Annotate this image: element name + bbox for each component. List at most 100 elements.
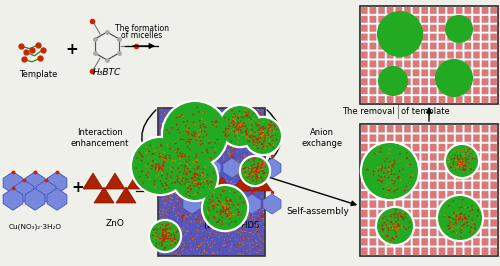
FancyBboxPatch shape — [482, 52, 488, 59]
Point — [198, 151, 205, 155]
Point — [230, 123, 237, 127]
Point — [159, 133, 167, 137]
Point — [216, 170, 224, 174]
FancyBboxPatch shape — [404, 78, 411, 85]
Point — [459, 166, 467, 170]
Point — [450, 158, 458, 162]
Point — [167, 249, 175, 253]
Point — [227, 204, 235, 208]
Point — [193, 105, 201, 109]
Point — [259, 131, 267, 135]
Point — [152, 244, 160, 248]
Point — [157, 189, 165, 193]
Point — [168, 169, 175, 173]
Point — [392, 235, 400, 239]
Point — [389, 179, 397, 184]
Point — [220, 207, 228, 211]
FancyBboxPatch shape — [473, 191, 480, 198]
Point — [191, 130, 199, 134]
FancyBboxPatch shape — [456, 163, 462, 170]
Point — [221, 206, 229, 211]
Point — [258, 176, 266, 180]
Point — [247, 199, 255, 203]
Point — [157, 163, 165, 168]
Point — [231, 243, 239, 247]
Point — [226, 123, 234, 128]
Point — [221, 211, 229, 215]
Point — [213, 135, 221, 139]
Point — [192, 216, 200, 221]
Point — [210, 240, 218, 245]
Point — [242, 223, 250, 227]
Point — [212, 214, 220, 218]
Point — [194, 158, 202, 162]
FancyBboxPatch shape — [482, 125, 488, 132]
Point — [231, 114, 239, 118]
Point — [456, 218, 464, 222]
Point — [142, 163, 150, 167]
Point — [388, 165, 396, 169]
Point — [194, 143, 202, 147]
Point — [199, 124, 207, 128]
FancyBboxPatch shape — [490, 153, 497, 161]
Point — [247, 132, 255, 136]
Point — [460, 159, 468, 163]
Point — [387, 220, 395, 225]
Point — [178, 146, 186, 150]
Point — [164, 231, 172, 235]
Point — [388, 178, 396, 182]
Point — [254, 223, 262, 227]
Point — [401, 188, 409, 193]
Point — [235, 140, 243, 144]
Point — [241, 252, 249, 256]
Point — [187, 186, 195, 191]
Point — [244, 213, 252, 217]
Point — [232, 114, 239, 118]
Point — [232, 131, 239, 135]
Point — [197, 224, 205, 228]
Point — [256, 146, 264, 150]
Point — [266, 142, 274, 146]
Point — [193, 247, 201, 251]
Point — [228, 196, 236, 200]
Point — [199, 177, 207, 181]
FancyBboxPatch shape — [490, 210, 497, 217]
FancyBboxPatch shape — [490, 7, 497, 14]
Point — [264, 124, 272, 128]
Point — [176, 253, 184, 257]
Point — [247, 223, 255, 227]
Point — [255, 135, 263, 140]
Point — [246, 195, 254, 199]
Point — [229, 174, 237, 178]
Point — [197, 139, 205, 143]
Point — [219, 186, 227, 190]
Point — [204, 206, 212, 210]
Point — [160, 158, 168, 162]
Point — [247, 138, 255, 143]
Point — [260, 136, 268, 140]
Point — [170, 243, 177, 248]
Text: H₃BTC: H₃BTC — [93, 68, 121, 77]
Point — [200, 199, 207, 203]
Point — [195, 183, 203, 188]
Point — [252, 230, 260, 234]
Point — [200, 219, 208, 223]
Point — [183, 171, 191, 175]
Point — [459, 151, 467, 156]
Circle shape — [446, 145, 478, 177]
Point — [465, 147, 473, 151]
Point — [214, 112, 222, 116]
Point — [242, 161, 250, 165]
Point — [191, 192, 199, 197]
Point — [200, 154, 208, 158]
FancyBboxPatch shape — [361, 229, 368, 236]
Point — [236, 232, 244, 236]
Point — [244, 208, 252, 213]
Point — [156, 116, 164, 120]
Point — [183, 223, 191, 227]
Point — [200, 172, 207, 176]
Point — [236, 190, 244, 194]
Point — [237, 125, 245, 129]
Point — [378, 223, 386, 228]
Point — [224, 196, 232, 200]
